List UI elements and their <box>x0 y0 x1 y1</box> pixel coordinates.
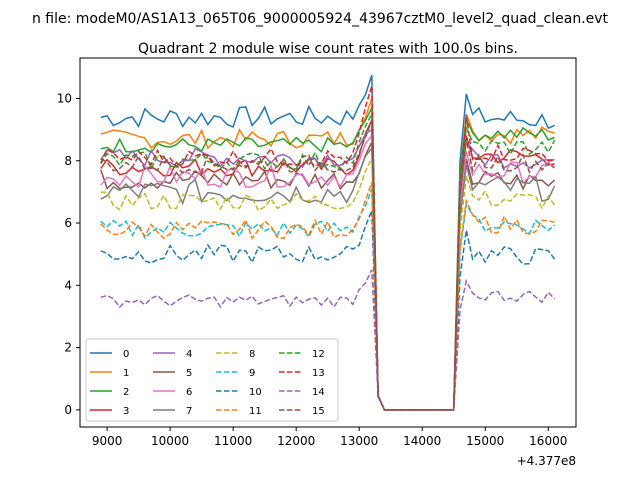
legend-label-0: 0 <box>123 349 129 360</box>
legend-label-9: 9 <box>249 368 255 379</box>
plot-frame <box>79 57 577 428</box>
x-axis: 9000 10000 11000 12000 13000 14000 15000 16000 <box>92 427 567 448</box>
legend-label-4: 4 <box>186 349 192 360</box>
series-line-3 <box>100 119 555 411</box>
x-tick-label: 14000 <box>403 434 441 448</box>
series-lines <box>100 74 556 411</box>
chart-title: Quadrant 2 module wise count rates with … <box>138 41 518 57</box>
y-axis: 0 2 4 6 8 10 <box>57 91 80 417</box>
legend-label-6: 6 <box>186 387 192 398</box>
legend-label-15: 15 <box>312 406 325 417</box>
y-tick-label: 0 <box>64 403 72 417</box>
legend-label-2: 2 <box>123 387 129 398</box>
legend-label-11: 11 <box>249 406 262 417</box>
x-tick-label: 15000 <box>466 434 504 448</box>
legend-label-13: 13 <box>312 368 325 379</box>
legend-label-1: 1 <box>123 368 129 379</box>
legend-label-7: 7 <box>186 406 192 417</box>
x-tick-label: 11000 <box>214 434 252 448</box>
series-line-10 <box>100 210 556 411</box>
legend-label-10: 10 <box>249 387 262 398</box>
series-line-15 <box>100 120 556 411</box>
series-line-12 <box>100 111 556 411</box>
legend-label-14: 14 <box>312 387 325 398</box>
legend-label-3: 3 <box>123 406 129 417</box>
legend-label-5: 5 <box>186 368 192 379</box>
series-line-14 <box>100 269 556 411</box>
series-line-6 <box>100 133 556 411</box>
x-tick-label: 13000 <box>340 434 378 448</box>
legend-box <box>85 338 339 422</box>
series-line-2 <box>100 107 555 411</box>
legend-label-8: 8 <box>249 349 255 360</box>
series-line-0 <box>100 74 555 411</box>
y-tick-label: 10 <box>57 91 72 105</box>
series-line-11 <box>100 182 555 411</box>
y-tick-label: 4 <box>64 278 72 292</box>
legend-label-12: 12 <box>312 349 325 360</box>
series-line-8 <box>100 157 556 411</box>
x-offset-label: +4.377e8 <box>517 454 576 468</box>
figure-suptitle: n file: modeM0/AS1A13_065T06_9000005924_… <box>32 11 609 27</box>
x-tick-label: 12000 <box>277 434 315 448</box>
x-tick-label: 16000 <box>529 434 567 448</box>
series-line-7 <box>100 146 556 411</box>
x-tick-label: 10000 <box>151 434 189 448</box>
x-tick-label: 9000 <box>92 434 123 448</box>
y-tick-label: 8 <box>64 154 72 168</box>
y-tick-label: 2 <box>64 341 72 355</box>
series-line-9 <box>100 188 556 411</box>
y-tick-label: 6 <box>64 216 72 230</box>
